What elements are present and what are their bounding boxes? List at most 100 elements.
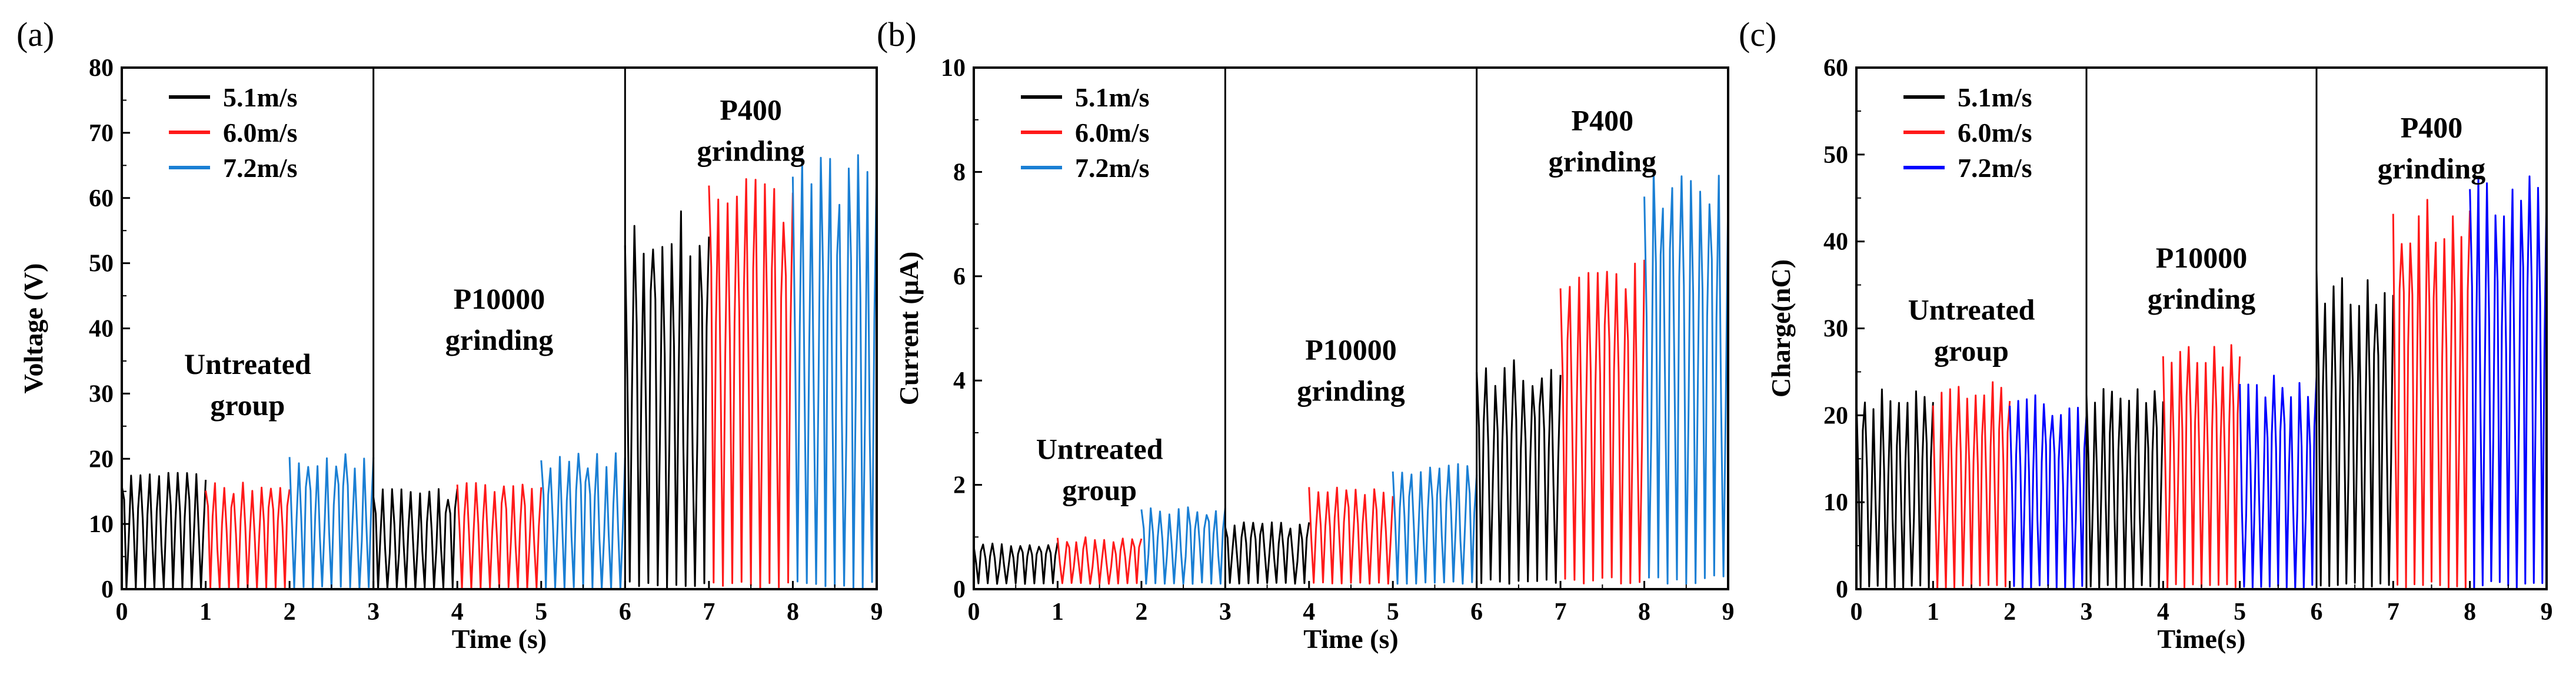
series-line	[1476, 359, 1562, 585]
y-tick-label: 50	[1823, 142, 1848, 169]
series-line	[1056, 536, 1143, 585]
x-tick-label: 0	[1851, 599, 1863, 626]
y-tick-label: 10	[941, 55, 966, 82]
x-tick-label: 3	[2081, 599, 2093, 626]
legend-label: 6.0m/s	[1075, 118, 1150, 148]
group-annotation: P400	[1572, 103, 1634, 136]
x-tick-label: 6	[2311, 599, 2323, 626]
y-axis-title: Current (μA)	[894, 252, 924, 406]
series-line	[973, 542, 1059, 585]
group-annotation: P10000	[2156, 241, 2248, 274]
series-line	[2315, 269, 2394, 590]
group-annotation: Untreated	[184, 347, 311, 380]
y-tick-label: 40	[89, 316, 114, 343]
group-annotation: grinding	[445, 323, 553, 356]
series-line	[1392, 463, 1478, 585]
x-tick-label: 3	[1219, 599, 1232, 626]
legend-label: 7.2m/s	[223, 153, 298, 183]
group-annotation: grinding	[2148, 282, 2255, 315]
series-line	[1643, 169, 1729, 585]
group-annotation: P400	[720, 93, 782, 126]
signal-traces	[1855, 175, 2548, 590]
y-tick-label: 10	[1823, 489, 1848, 516]
x-tick-label: 6	[619, 599, 631, 626]
x-tick-label: 6	[1470, 599, 1483, 626]
x-axis-title: Time (s)	[452, 624, 547, 654]
y-tick-label: 10	[89, 511, 114, 538]
legend-label: 6.0m/s	[223, 118, 298, 148]
y-tick-label: 8	[953, 159, 966, 186]
y-tick-label: 4	[953, 367, 966, 395]
signal-traces	[973, 169, 1729, 585]
series-line	[708, 178, 794, 590]
x-tick-label: 1	[1927, 599, 1939, 626]
series-line	[1308, 486, 1394, 585]
legend-label: 5.1m/s	[1075, 82, 1150, 112]
x-tick-label: 5	[1387, 599, 1399, 626]
series-line	[624, 210, 710, 589]
group-annotation: P400	[2401, 111, 2463, 143]
group-annotation: P10000	[1305, 333, 1397, 366]
group-annotation: Untreated	[1908, 293, 2035, 326]
y-tick-label: 40	[1823, 229, 1848, 256]
x-tick-label: 5	[2234, 599, 2246, 626]
x-tick-label: 7	[2387, 599, 2399, 626]
y-axis-title: Charge(nC)	[1766, 259, 1796, 397]
group-annotation: group	[210, 389, 285, 422]
x-tick-label: 3	[367, 599, 380, 626]
series-line	[2392, 199, 2471, 590]
group-annotation: grinding	[1297, 375, 1405, 407]
y-tick-label: 60	[1823, 55, 1848, 82]
panel-label: (b)	[877, 15, 917, 54]
x-tick-label: 2	[2003, 599, 2016, 626]
series-line	[2009, 394, 2088, 590]
x-axis-title: Time (s)	[1303, 624, 1398, 654]
x-axis-title: Time(s)	[2158, 624, 2246, 654]
y-tick-label: 0	[953, 576, 966, 603]
legend-label: 6.0m/s	[1958, 118, 2032, 148]
y-tick-label: 30	[1823, 316, 1848, 343]
series-line	[1855, 388, 1934, 590]
y-tick-label: 80	[89, 55, 114, 82]
x-tick-label: 8	[787, 599, 799, 626]
series-line	[791, 154, 878, 589]
y-tick-label: 20	[89, 446, 114, 473]
legend-label: 7.2m/s	[1958, 153, 2032, 183]
legend-label: 5.1m/s	[1958, 82, 2032, 112]
group-annotation: group	[1934, 335, 2009, 367]
panel-current: 0 1 2 3 4 5 6 7 8 9 0 2 4 6 8 10 Time (s) Current (μA) (b)…	[877, 15, 1735, 654]
x-tick-label: 0	[968, 599, 980, 626]
x-tick-label: 1	[199, 599, 212, 626]
x-tick-label: 9	[2541, 599, 2553, 626]
x-tick-label: 1	[1051, 599, 1064, 626]
legend: 5.1m/s 6.0m/s 7.2m/s	[169, 82, 298, 183]
group-annotation: grinding	[697, 135, 804, 168]
x-tick-label: 2	[1135, 599, 1147, 626]
series-line	[1559, 259, 1646, 584]
x-tick-label: 4	[2157, 599, 2169, 626]
series-line	[1224, 521, 1310, 585]
group-annotation: P10000	[454, 282, 545, 315]
series-line	[2162, 344, 2241, 590]
group-annotation: group	[1062, 473, 1137, 506]
y-tick-label: 2	[953, 472, 966, 499]
y-tick-label: 20	[1823, 402, 1848, 429]
x-tick-label: 8	[1638, 599, 1650, 626]
panel-voltage: 0 1 2 3 4 5 6 7 8 9 0 10 20 30 40 50 60 70 80 Time (s) Volta…	[16, 15, 883, 654]
legend: 5.1m/s 6.0m/s 7.2m/s	[1903, 82, 2032, 183]
x-tick-label: 7	[1555, 599, 1567, 626]
y-tick-label: 50	[89, 250, 114, 278]
y-tick-label: 30	[89, 380, 114, 407]
series-line	[1932, 381, 2011, 590]
x-tick-label: 7	[703, 599, 715, 626]
x-tick-label: 4	[451, 599, 464, 626]
x-tick-label: 5	[535, 599, 547, 626]
x-tick-label: 0	[116, 599, 128, 626]
legend: 5.1m/s 6.0m/s 7.2m/s	[1021, 82, 1150, 183]
series-line	[540, 452, 626, 590]
x-tick-label: 9	[871, 599, 883, 626]
panel-charge: 0 1 2 3 4 5 6 7 8 9 0 10 20 30 40 50 60 Time(s) Charge(nC)…	[1739, 15, 2553, 654]
series-line	[1140, 506, 1226, 585]
y-tick-label: 6	[953, 263, 966, 290]
